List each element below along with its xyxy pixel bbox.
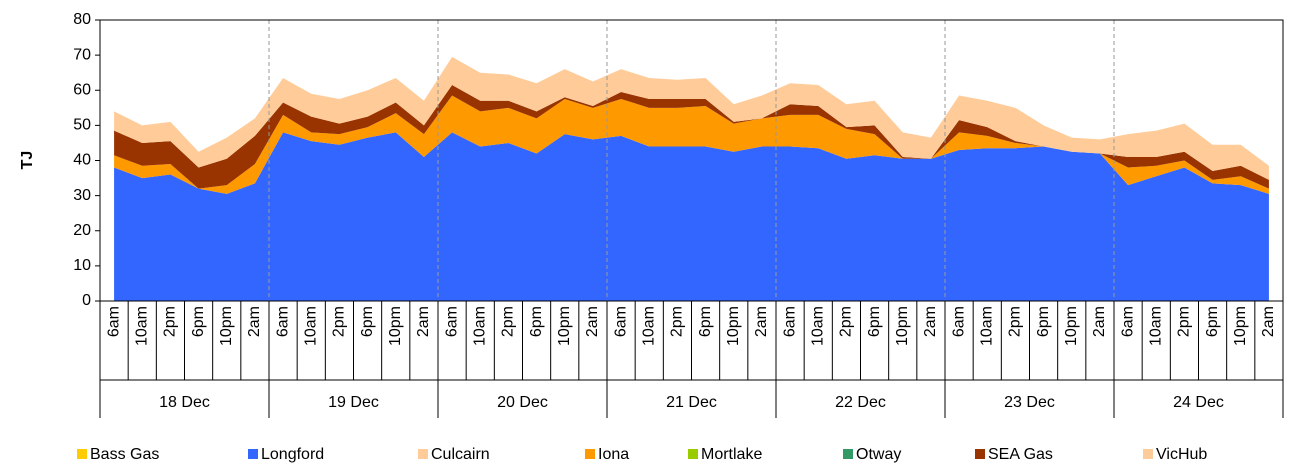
legend-swatch <box>843 449 853 459</box>
x-tick-label: 10am <box>1147 306 1164 346</box>
group-label: 21 Dec <box>666 394 717 411</box>
area <box>114 132 1269 301</box>
x-tick-label: 6pm <box>359 306 376 337</box>
x-tick-label: 10am <box>302 306 319 346</box>
y-tick-label: 60 <box>73 81 91 98</box>
x-tick-label: 2am <box>922 306 939 337</box>
x-tick-label: 2pm <box>1176 306 1193 337</box>
x-tick-label: 10am <box>471 306 488 346</box>
legend-swatch <box>418 449 428 459</box>
legend-label: VicHub <box>1156 446 1207 463</box>
x-tick-label: 2am <box>1091 306 1108 337</box>
x-tick-label: 2pm <box>162 306 179 337</box>
x-tick-label: 6pm <box>1204 306 1221 337</box>
x-tick-label: 2am <box>1260 306 1277 337</box>
legend-swatch <box>77 449 87 459</box>
x-tick-label: 6am <box>105 306 122 337</box>
x-tick-label: 2am <box>753 306 770 337</box>
x-tick-label: 2pm <box>838 306 855 337</box>
legend-swatch <box>585 449 595 459</box>
legend-label: Iona <box>598 446 629 463</box>
area <box>114 56 1269 180</box>
legend-label: Culcairn <box>431 446 490 463</box>
group-label: 23 Dec <box>1004 394 1055 411</box>
x-tick-label: 10pm <box>218 306 235 346</box>
y-tick-label: 80 <box>73 11 91 28</box>
x-tick-label: 6am <box>612 306 629 337</box>
x-tick-label: 6am <box>1119 306 1136 337</box>
x-tick-label: 10am <box>133 306 150 346</box>
legend-label: Longford <box>261 446 324 463</box>
x-tick-label: 6am <box>781 306 798 337</box>
legend-swatch <box>1143 449 1153 459</box>
x-tick-label: 2am <box>246 306 263 337</box>
area <box>114 95 1269 194</box>
x-tick-label: 6pm <box>697 306 714 337</box>
x-tick-label: 10pm <box>387 306 404 346</box>
x-tick-label: 2am <box>584 306 601 337</box>
x-tick-label: 6am <box>443 306 460 337</box>
legend-swatch <box>975 449 985 459</box>
x-tick-label: 2am <box>415 306 432 337</box>
x-tick-label: 10pm <box>556 306 573 346</box>
group-label: 19 Dec <box>328 394 379 411</box>
x-tick-label: 2pm <box>1007 306 1024 337</box>
x-tick-label: 10pm <box>725 306 742 346</box>
y-axis-title: TJ <box>19 151 36 170</box>
x-tick-label: 6am <box>950 306 967 337</box>
y-tick-label: 30 <box>73 187 91 204</box>
x-tick-label: 6am <box>274 306 291 337</box>
legend-label: Mortlake <box>701 446 762 463</box>
x-tick-label: 10am <box>978 306 995 346</box>
x-tick-label: 10pm <box>1063 306 1080 346</box>
area <box>114 84 1269 189</box>
x-tick-label: 2pm <box>500 306 517 337</box>
x-tick-label: 10pm <box>894 306 911 346</box>
legend-label: Otway <box>856 446 901 463</box>
x-tick-label: 6pm <box>1035 306 1052 337</box>
x-tick-label: 10am <box>809 306 826 346</box>
group-label: 24 Dec <box>1173 394 1224 411</box>
group-label: 18 Dec <box>159 394 210 411</box>
x-tick-label: 2pm <box>331 306 348 337</box>
x-tick-label: 10pm <box>1232 306 1249 346</box>
group-label: 22 Dec <box>835 394 886 411</box>
y-tick-label: 40 <box>73 152 91 169</box>
group-label: 20 Dec <box>497 394 548 411</box>
legend-swatch <box>248 449 258 459</box>
x-tick-label: 6pm <box>866 306 883 337</box>
y-tick-label: 20 <box>73 222 91 239</box>
y-tick-label: 70 <box>73 46 91 63</box>
legend-label: Bass Gas <box>90 446 159 463</box>
x-tick-label: 10am <box>640 306 657 346</box>
x-tick-label: 6pm <box>528 306 545 337</box>
y-tick-label: 0 <box>82 292 91 309</box>
x-tick-label: 2pm <box>669 306 686 337</box>
y-tick-label: 50 <box>73 117 91 134</box>
y-tick-label: 10 <box>73 257 91 274</box>
legend-label: SEA Gas <box>988 446 1053 463</box>
x-tick-label: 6pm <box>190 306 207 337</box>
legend-swatch <box>688 449 698 459</box>
